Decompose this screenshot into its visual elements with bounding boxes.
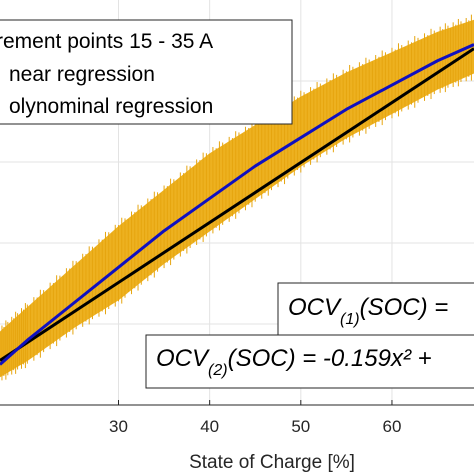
legend-entry-measurement: rement points 15 - 35 A [0,30,213,53]
line-layer [0,43,474,366]
x-tick-label: 60 [383,417,402,436]
equation-2-box [145,334,474,389]
legend-box [0,19,293,125]
series-line [0,43,474,366]
x-tick-label: 50 [291,417,310,436]
equation-2-text: OCV(2)(SOC) = -0.159x² + [156,345,432,379]
equation-2: OCV(2)(SOC) = -0.159x² + [145,334,474,389]
legend-entry-linear: near regression [9,63,155,86]
equation-1: OCV(1)(SOC) = [277,282,474,337]
x-tick-layer: 30 40 50 60 [109,400,401,436]
equation-1-box [277,282,474,337]
x-tick-label: 30 [109,417,128,436]
legend: rement points 15 - 35 A near regression … [0,19,293,125]
legend-entry-polynomial: olynominal regression [9,95,213,118]
equation-1-text: OCV(1)(SOC) = [288,294,448,328]
band-layer [0,14,474,381]
x-tick-label: 40 [200,417,219,436]
x-axis-label: State of Charge [%] [189,452,355,473]
series-line [0,47,474,362]
